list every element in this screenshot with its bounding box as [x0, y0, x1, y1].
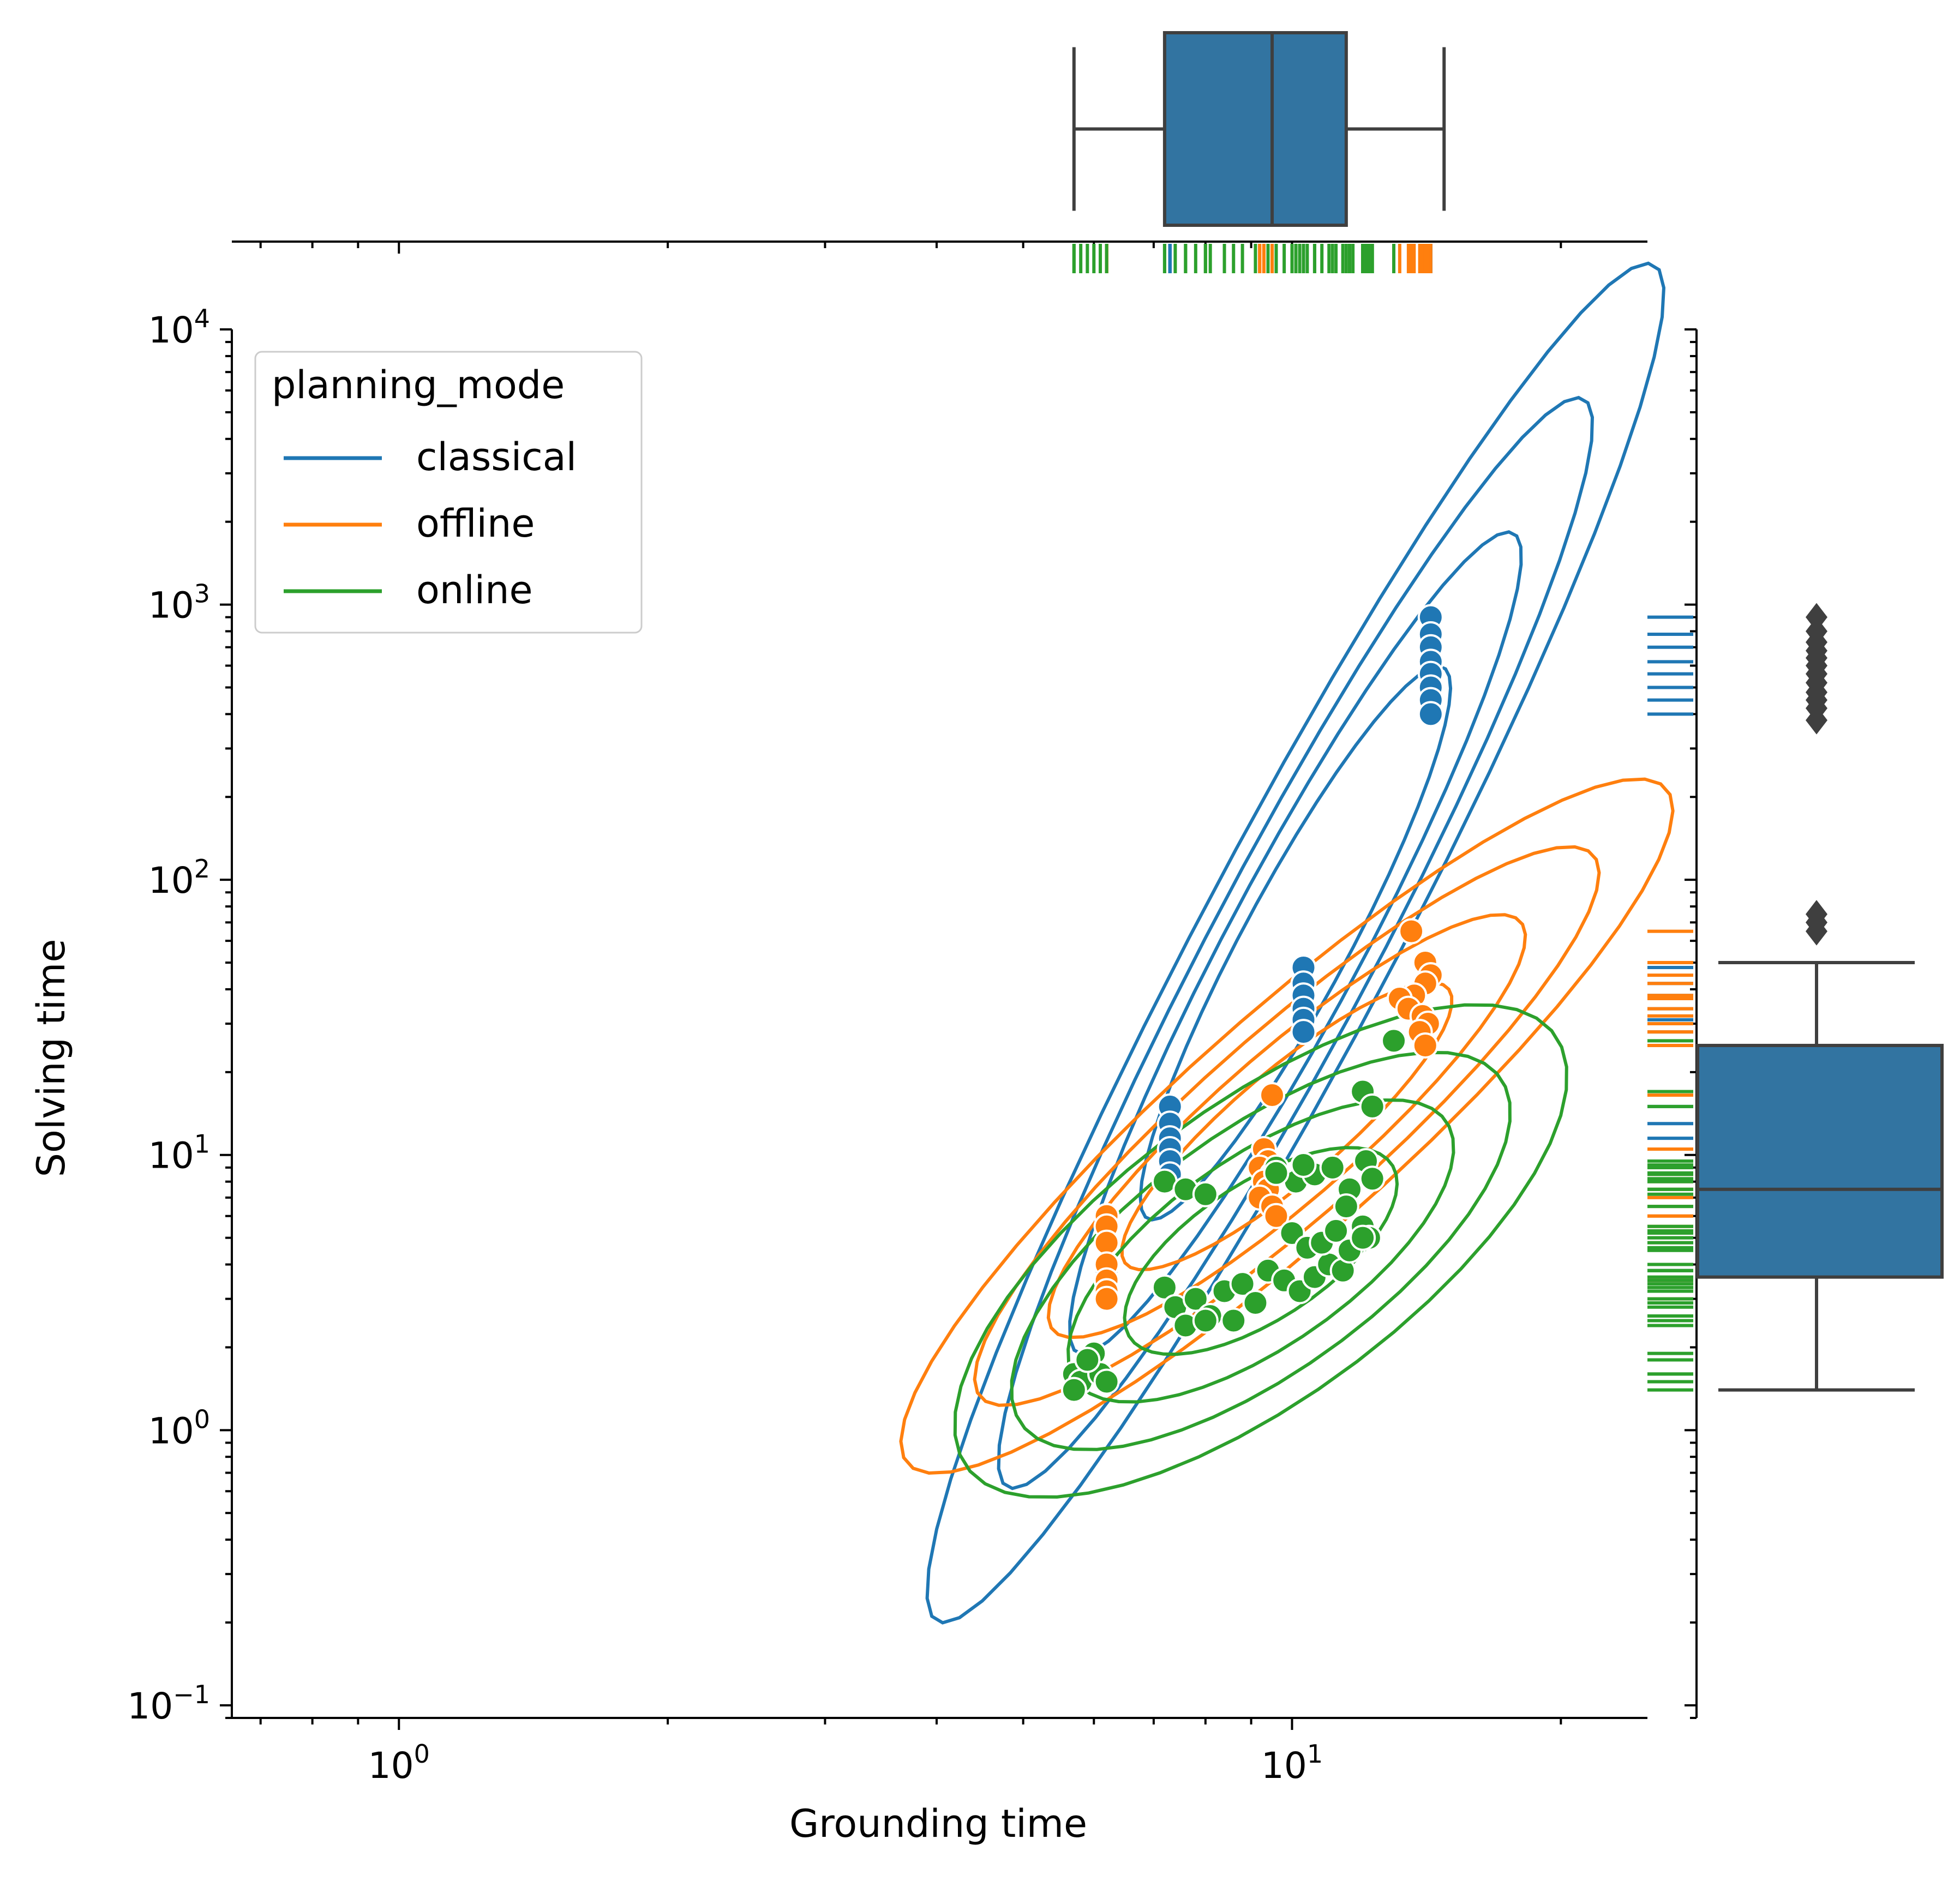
point-online: [1074, 1347, 1101, 1373]
kde-contour-offline: [973, 845, 1601, 1407]
right-box-outlier: [1806, 917, 1827, 946]
top-marginal: [232, 31, 1647, 273]
y-tick-label: 104: [148, 304, 210, 351]
point-offline: [1093, 1229, 1120, 1256]
point-offline: [1259, 1082, 1286, 1109]
y-axis-label: Solving time: [29, 939, 74, 1177]
right-box-outlier: [1806, 706, 1827, 735]
point-online: [1359, 1093, 1386, 1120]
point-online: [1060, 1377, 1087, 1403]
point-offline: [1093, 1285, 1120, 1312]
kde-contour-online: [953, 1003, 1568, 1499]
x-tick-label: 101: [1261, 1739, 1323, 1787]
point-online: [1263, 1159, 1290, 1186]
x-axis-label: Grounding time: [789, 1801, 1087, 1846]
x-tick-label: 100: [368, 1739, 430, 1787]
legend-frame: [254, 351, 643, 634]
point-offline: [1263, 1203, 1290, 1229]
kde-contour-online: [1123, 1146, 1399, 1356]
legend-title: planning_mode: [272, 363, 565, 407]
legend: planning_mode classical offline online: [254, 351, 643, 634]
y-tick-label: 10−1: [127, 1680, 210, 1727]
main-axes: 100 101 10−1 100 101 102 103 104: [127, 304, 1647, 1787]
right-marginal: [1647, 328, 1944, 1719]
point-offline: [1412, 1032, 1438, 1059]
y-tick-label: 103: [148, 579, 210, 627]
point-online: [1290, 1152, 1317, 1179]
kde-contour-offline: [1120, 981, 1454, 1272]
point-online: [1333, 1193, 1359, 1220]
point-online: [1359, 1165, 1386, 1192]
point-online: [1323, 1217, 1350, 1244]
kde-contours: [899, 261, 1675, 1625]
kde-contour-classical: [997, 395, 1595, 1491]
kde-contour-online: [1066, 1098, 1455, 1404]
scatter-points: [1060, 604, 1444, 1403]
legend-label-online: online: [416, 568, 533, 612]
y-tick-label: 100: [148, 1404, 210, 1452]
point-online: [1319, 1154, 1346, 1181]
y-tick-label: 101: [148, 1129, 210, 1177]
point-classical: [1290, 1019, 1317, 1045]
point-online: [1182, 1285, 1209, 1312]
right-box-body: [1696, 1043, 1944, 1279]
y-tick-label: 102: [148, 854, 210, 902]
point-online: [1242, 1290, 1269, 1317]
point-online: [1220, 1307, 1247, 1334]
point-online: [1192, 1181, 1219, 1207]
kde-contour-classical: [925, 261, 1666, 1625]
point-online: [1192, 1307, 1219, 1334]
point-online: [1381, 1027, 1407, 1054]
legend-label-classical: classical: [416, 435, 577, 479]
legend-label-offline: offline: [416, 501, 535, 546]
point-online: [1350, 1224, 1376, 1251]
point-online: [1093, 1368, 1120, 1395]
point-online: [1229, 1271, 1256, 1297]
top-box-body: [1162, 31, 1348, 227]
point-classical: [1417, 701, 1444, 728]
point-offline: [1398, 918, 1425, 945]
kde-contour-online: [1010, 1050, 1512, 1451]
kde-contour-offline: [899, 777, 1675, 1475]
